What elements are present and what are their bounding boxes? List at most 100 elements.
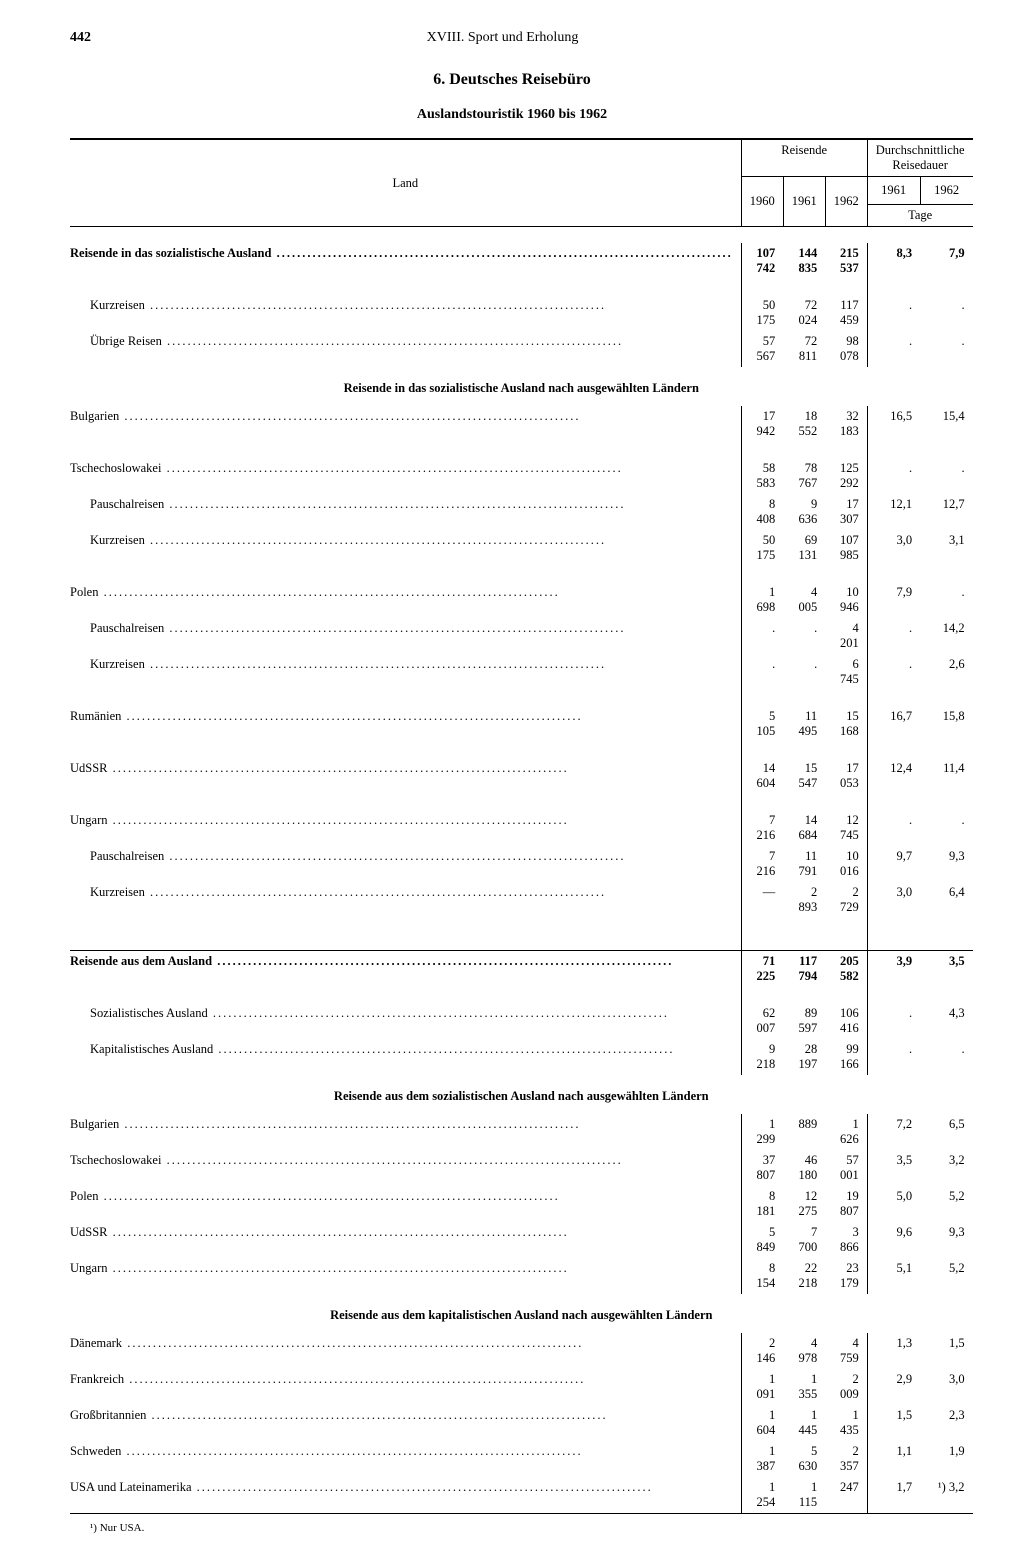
row-label: Reisende aus dem Ausland — [70, 954, 673, 969]
cell-value: . — [920, 458, 972, 494]
cell-value: 17 942 — [741, 406, 783, 442]
cell-value: 12,4 — [867, 758, 920, 794]
cell-value: 11 495 — [783, 706, 825, 742]
cell-value: . — [741, 618, 783, 654]
cell-value: 5 849 — [741, 1222, 783, 1258]
table-row: Polen8 18112 27519 8075,05,2 — [70, 1186, 973, 1222]
cell-value: 11 791 — [783, 846, 825, 882]
cell-value: 15 168 — [825, 706, 867, 742]
cell-value: 215 537 — [825, 243, 867, 279]
cell-value: 9,3 — [920, 846, 972, 882]
table-row: Tschechoslowakei58 58378 767125 292.. — [70, 458, 973, 494]
cell-value: 37 807 — [741, 1150, 783, 1186]
row-label: Polen — [70, 585, 560, 600]
cell-value: 3,1 — [920, 530, 972, 566]
cell-value: 9,6 — [867, 1222, 920, 1258]
row-label: Kurzreisen — [90, 298, 606, 313]
page-number: 442 — [70, 30, 91, 46]
table-row: USA und Lateinamerika1 2541 1152471,7¹) … — [70, 1477, 973, 1514]
cell-value: 1,7 — [867, 1477, 920, 1514]
cell-value: 46 180 — [783, 1150, 825, 1186]
cell-value: 28 197 — [783, 1039, 825, 1075]
cell-value: 4 201 — [825, 618, 867, 654]
row-label: Polen — [70, 1189, 560, 1204]
cell-value: . — [867, 654, 920, 690]
row-label: Kurzreisen — [90, 533, 606, 548]
cell-value: 1,9 — [920, 1441, 972, 1477]
cell-value: . — [867, 331, 920, 367]
cell-value: 99 166 — [825, 1039, 867, 1075]
table-row: Polen1 6984 00510 9467,9. — [70, 582, 973, 618]
table-row: UdSSR5 8497 7003 8669,69,3 — [70, 1222, 973, 1258]
cell-value: 1,1 — [867, 1441, 920, 1477]
table-row: Pauschalreisen7 21611 79110 0169,79,3 — [70, 846, 973, 882]
cell-value: 3,5 — [920, 951, 972, 988]
cell-value: 17 307 — [825, 494, 867, 530]
cell-value: 12,1 — [867, 494, 920, 530]
row-label: Bulgarien — [70, 1117, 581, 1132]
cell-value: 15,8 — [920, 706, 972, 742]
cell-value: 5,0 — [867, 1186, 920, 1222]
cell-value: 205 582 — [825, 951, 867, 988]
table-row: Frankreich1 0911 3552 0092,93,0 — [70, 1369, 973, 1405]
cell-value: 3,0 — [920, 1369, 972, 1405]
col-1960: 1960 — [741, 177, 783, 227]
cell-value: 125 292 — [825, 458, 867, 494]
row-label: Pauschalreisen — [90, 497, 626, 512]
table-row: Ungarn7 21614 68412 745.. — [70, 810, 973, 846]
cell-value: 23 179 — [825, 1258, 867, 1294]
cell-value: 10 946 — [825, 582, 867, 618]
cell-value: 3,2 — [920, 1150, 972, 1186]
cell-value: 9 636 — [783, 494, 825, 530]
table-row: Ungarn8 15422 21823 1795,15,2 — [70, 1258, 973, 1294]
row-label: Reisende in das sozialistische Ausland — [70, 246, 733, 261]
cell-value: 72 811 — [783, 331, 825, 367]
col-reisende: Reisende — [741, 139, 867, 177]
cell-value: 12 275 — [783, 1186, 825, 1222]
cell-value: 1,5 — [867, 1405, 920, 1441]
table-row: Schweden1 3875 6302 3571,11,9 — [70, 1441, 973, 1477]
cell-value: . — [920, 810, 972, 846]
running-head: XVIII. Sport und Erholung — [427, 30, 579, 46]
cell-value: 2,6 — [920, 654, 972, 690]
cell-value: 889 — [783, 1114, 825, 1150]
cell-value: 17 053 — [825, 758, 867, 794]
cell-value: 71 225 — [741, 951, 783, 988]
cell-value: 8 408 — [741, 494, 783, 530]
cell-value: ¹) 3,2 — [920, 1477, 972, 1514]
cell-value: 18 552 — [783, 406, 825, 442]
cell-value: 9,7 — [867, 846, 920, 882]
cell-value: 5,2 — [920, 1258, 972, 1294]
row-label: UdSSR — [70, 761, 569, 776]
cell-value: 2 357 — [825, 1441, 867, 1477]
cell-value: 50 175 — [741, 530, 783, 566]
cell-value: 12,7 — [920, 494, 972, 530]
cell-value: 98 078 — [825, 331, 867, 367]
cell-value: 9 218 — [741, 1039, 783, 1075]
cell-value: 32 183 — [825, 406, 867, 442]
cell-value: 3,0 — [867, 530, 920, 566]
cell-value: 11,4 — [920, 758, 972, 794]
cell-value: 2,3 — [920, 1405, 972, 1441]
cell-value: 16,5 — [867, 406, 920, 442]
table-row: Übrige Reisen57 56772 81198 078.. — [70, 331, 973, 367]
row-label: Frankreich — [70, 1372, 585, 1387]
table-row: Reisende aus dem Ausland71 225117 794205… — [70, 951, 973, 988]
row-label: Schweden — [70, 1444, 583, 1459]
cell-value: 3,9 — [867, 951, 920, 988]
cell-value: 107 742 — [741, 243, 783, 279]
cell-value: 3,5 — [867, 1150, 920, 1186]
table-row: Pauschalreisen 8 4089 63617 30712,112,7 — [70, 494, 973, 530]
cell-value: 6,5 — [920, 1114, 972, 1150]
row-label: Bulgarien — [70, 409, 581, 424]
cell-value: 12 745 — [825, 810, 867, 846]
cell-value: 3,0 — [867, 882, 920, 918]
table-row: Tschechoslowakei37 80746 18057 0013,53,2 — [70, 1150, 973, 1186]
row-label: Ungarn — [70, 1261, 569, 1276]
cell-value: 8 154 — [741, 1258, 783, 1294]
table-row: Bulgarien1 2998891 6267,26,5 — [70, 1114, 973, 1150]
cell-value: 1,3 — [867, 1333, 920, 1369]
cell-value: 3 866 — [825, 1222, 867, 1258]
table-row: Kurzreisen—2 8932 7293,06,4 — [70, 882, 973, 918]
cell-value: 5 105 — [741, 706, 783, 742]
